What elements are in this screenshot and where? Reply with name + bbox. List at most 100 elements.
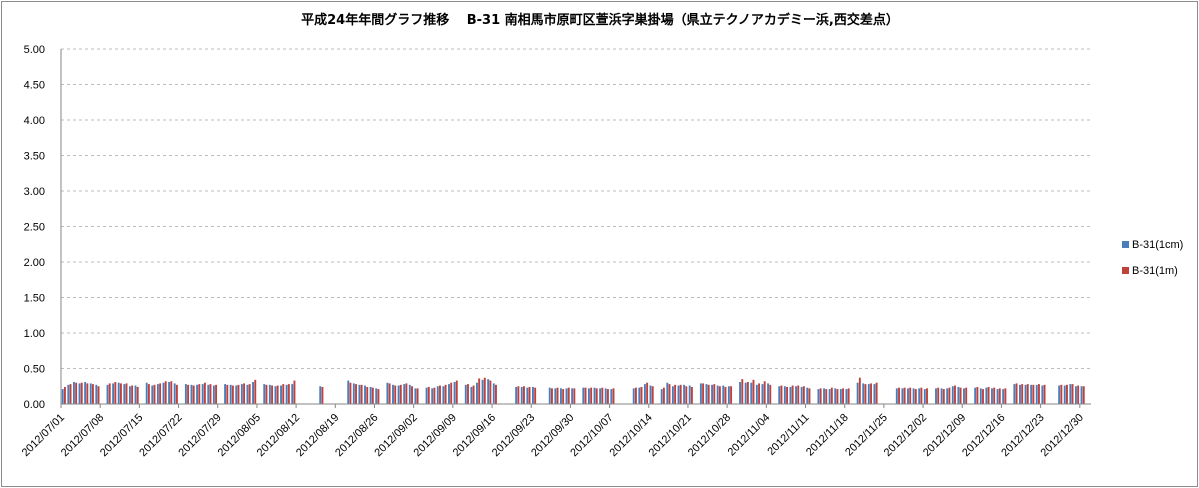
- bar: [582, 387, 585, 404]
- bar: [662, 387, 665, 404]
- bar: [75, 382, 78, 404]
- bar: [72, 381, 75, 404]
- bar: [84, 381, 87, 404]
- bar: [758, 383, 761, 404]
- bar: [1074, 386, 1077, 404]
- bar: [358, 384, 361, 404]
- bar: [942, 389, 945, 404]
- y-tick-label: 3.50: [24, 151, 45, 163]
- bar: [926, 388, 928, 404]
- bar: [705, 384, 708, 404]
- bar: [595, 388, 598, 404]
- bar: [425, 387, 428, 404]
- bar: [979, 388, 982, 404]
- bar: [125, 383, 128, 404]
- bar: [601, 387, 604, 404]
- bar: [455, 380, 458, 404]
- bar: [86, 383, 89, 404]
- bar: [355, 384, 357, 404]
- bar: [201, 384, 204, 404]
- bar: [190, 384, 193, 404]
- bar: [909, 387, 912, 404]
- bar: [371, 387, 374, 404]
- bar: [746, 381, 749, 404]
- bar: [416, 388, 419, 404]
- legend-label: B-31(1m): [1132, 265, 1178, 277]
- bar: [998, 388, 1001, 404]
- bar: [184, 384, 187, 404]
- bar: [649, 385, 652, 404]
- bar: [153, 384, 156, 404]
- bar: [920, 387, 923, 404]
- bar: [282, 384, 285, 404]
- bar: [702, 383, 705, 404]
- bar: [797, 385, 800, 404]
- bar: [914, 389, 917, 404]
- y-tick-label: 1.50: [24, 293, 45, 305]
- bar: [739, 381, 742, 404]
- bar: [162, 382, 165, 404]
- bar: [1015, 383, 1018, 404]
- bar: [856, 382, 859, 404]
- bar: [291, 384, 294, 404]
- bar: [408, 384, 411, 404]
- bar: [240, 384, 243, 404]
- bar: [170, 381, 173, 404]
- y-tick-label: 0.50: [24, 364, 45, 376]
- bar: [707, 384, 710, 404]
- bar: [134, 385, 137, 404]
- bar: [1026, 384, 1029, 404]
- bar: [78, 383, 81, 404]
- bar: [526, 387, 529, 404]
- y-tick-label: 2.00: [24, 257, 45, 269]
- bar: [366, 386, 369, 404]
- bar: [937, 387, 940, 404]
- bar: [834, 388, 837, 404]
- bar: [492, 383, 495, 404]
- bar: [145, 382, 148, 404]
- bar: [470, 386, 473, 404]
- bar: [795, 386, 798, 404]
- bar: [464, 384, 467, 404]
- bar: [817, 389, 820, 404]
- bar: [839, 389, 842, 404]
- bar: [215, 384, 218, 404]
- bar: [651, 386, 654, 404]
- bar: [106, 384, 109, 404]
- bar: [951, 386, 954, 404]
- bar: [321, 386, 324, 404]
- bar: [112, 383, 115, 404]
- bar: [744, 382, 747, 404]
- bar: [1080, 386, 1083, 404]
- bar: [571, 388, 574, 404]
- bar: [235, 385, 238, 404]
- bar: [573, 388, 576, 404]
- bar: [668, 384, 671, 404]
- bar: [159, 383, 162, 404]
- bar: [690, 386, 693, 404]
- bar: [1019, 384, 1021, 404]
- bar: [405, 383, 408, 404]
- bar: [520, 386, 523, 404]
- bar: [1063, 385, 1066, 404]
- bar: [397, 385, 400, 404]
- bar: [688, 385, 691, 404]
- x-tick-label: 2012/12/30: [1039, 412, 1086, 459]
- bar: [864, 384, 867, 404]
- bar: [237, 384, 240, 404]
- bar: [352, 383, 355, 404]
- bar: [476, 382, 478, 404]
- bar: [364, 385, 366, 404]
- bar: [212, 385, 215, 404]
- bar: [632, 388, 635, 404]
- bar: [828, 389, 831, 404]
- bar: [95, 384, 98, 404]
- bar: [778, 386, 781, 404]
- bar: [830, 387, 833, 404]
- bar: [711, 384, 714, 404]
- bar: [280, 385, 283, 404]
- bar: [119, 383, 122, 404]
- bar: [203, 382, 206, 404]
- bar: [584, 387, 587, 404]
- bar: [791, 385, 794, 404]
